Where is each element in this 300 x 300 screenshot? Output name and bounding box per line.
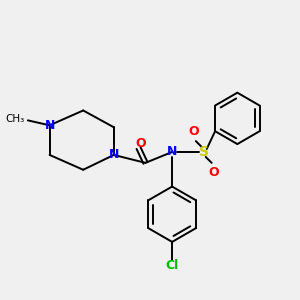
Text: N: N: [44, 119, 55, 132]
Text: O: O: [208, 166, 219, 179]
Text: O: O: [135, 136, 146, 150]
Text: Cl: Cl: [166, 259, 179, 272]
Text: S: S: [199, 145, 209, 159]
Text: N: N: [109, 148, 119, 161]
Text: O: O: [189, 125, 199, 138]
Text: CH₃: CH₃: [6, 114, 25, 124]
Text: N: N: [167, 146, 177, 158]
